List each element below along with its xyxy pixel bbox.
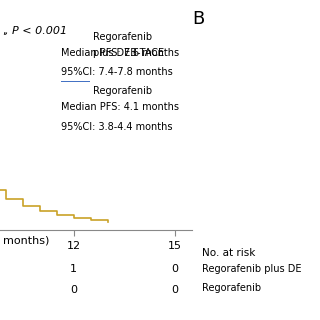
Text: Regorafenib: Regorafenib: [93, 86, 152, 96]
Text: 0: 0: [172, 264, 179, 274]
Text: 0: 0: [172, 285, 179, 295]
Text: Median PFS: 4.1 months: Median PFS: 4.1 months: [61, 102, 179, 112]
Text: plus DEB-TACE: plus DEB-TACE: [93, 48, 164, 58]
Text: 95%CI: 3.8-4.4 months: 95%CI: 3.8-4.4 months: [61, 122, 172, 132]
Text: 0: 0: [70, 285, 77, 295]
Text: months): months): [3, 235, 50, 245]
Text: ,: ,: [3, 26, 10, 36]
Text: Regorafenib plus DE: Regorafenib plus DE: [202, 264, 301, 274]
Text: Median PFS: 7.6 months: Median PFS: 7.6 months: [61, 48, 179, 58]
Text: No. at risk: No. at risk: [202, 248, 255, 258]
Text: Regorafenib: Regorafenib: [202, 283, 261, 293]
Text: , P < 0.001: , P < 0.001: [5, 26, 67, 36]
Text: Regorafenib: Regorafenib: [93, 32, 152, 42]
Text: 95%CI: 7.4-7.8 months: 95%CI: 7.4-7.8 months: [61, 67, 172, 77]
Text: 1: 1: [70, 264, 77, 274]
Text: B: B: [192, 10, 204, 28]
